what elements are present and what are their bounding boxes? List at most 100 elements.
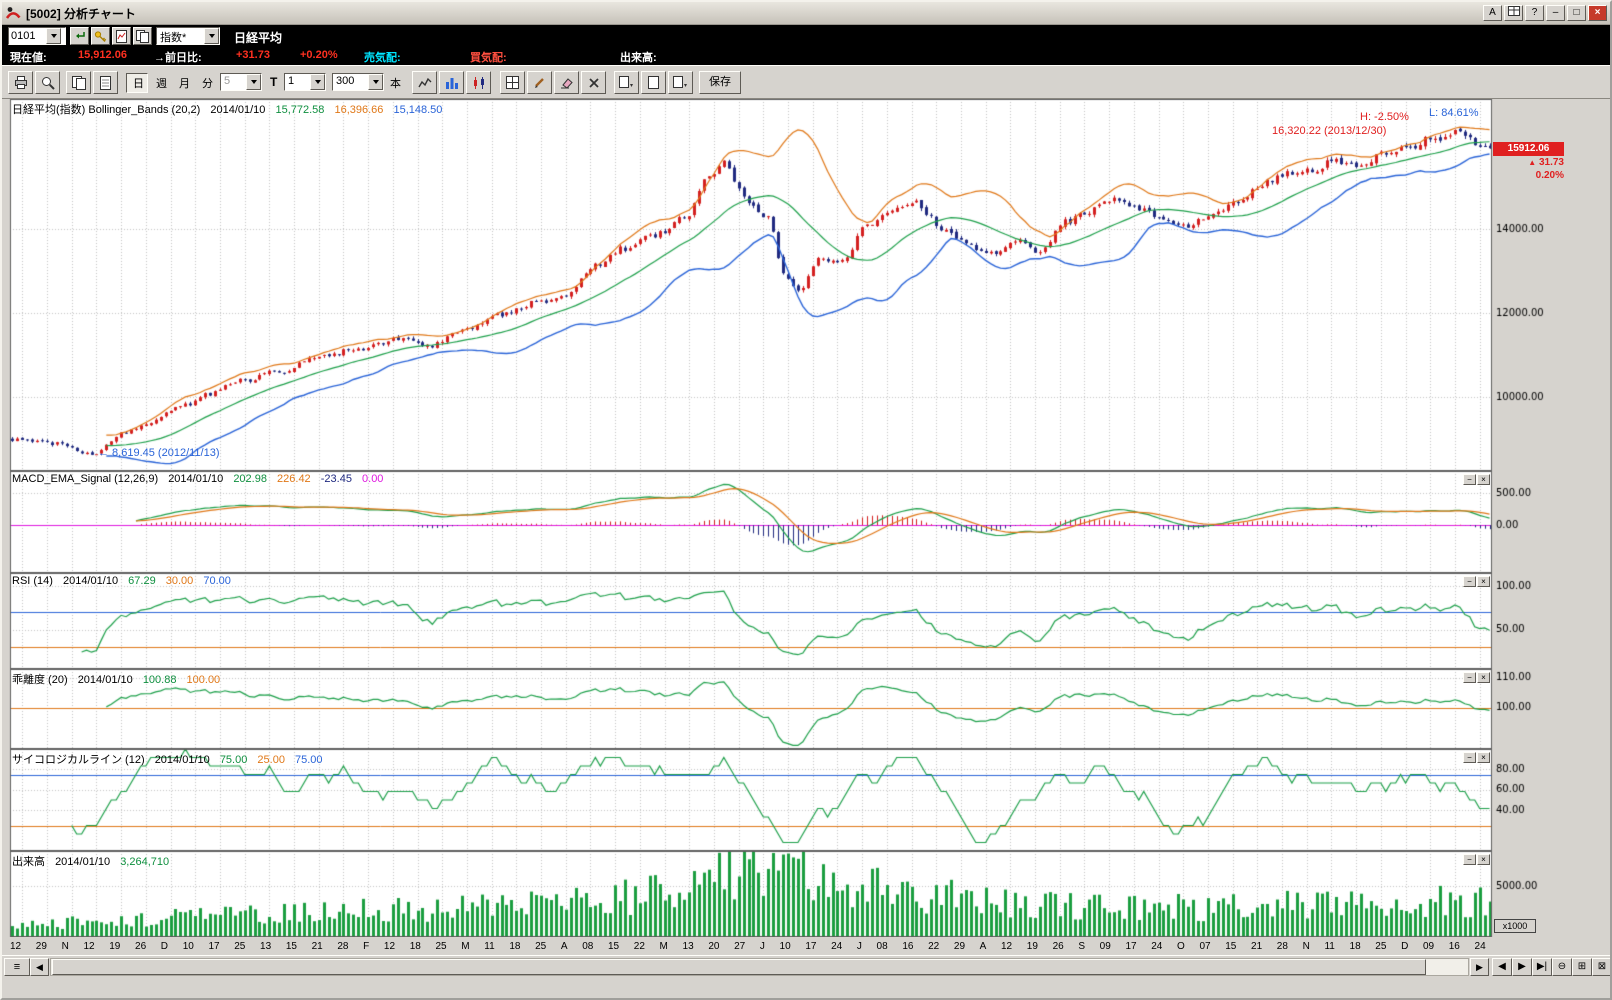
delete-drawing-button[interactable] [581,71,606,94]
bar-chart-button[interactable] [439,71,464,94]
index-type-select[interactable]: 指数* [156,27,220,45]
xaxis-label: F [363,940,370,952]
xaxis-label: M [461,940,470,952]
scrollbar-thumb[interactable] [52,958,1427,975]
zoom-out-button[interactable]: ⊖ [1552,957,1572,976]
key-button[interactable] [91,27,110,45]
psychological-title: サイコロジカルライン (12) [12,754,145,766]
index-type-value: 指数* [160,32,187,44]
up-arrow-icon: ▲ [1528,158,1537,167]
minute-value: 5 [224,75,231,87]
template-save-as-button[interactable] [668,71,693,94]
scrollbar-track[interactable] [50,957,1469,976]
chevron-down-icon[interactable] [204,28,219,44]
bar-count-select[interactable]: 300 [332,73,384,91]
xaxis-label: 12 [10,940,22,952]
copy-page-button[interactable] [133,27,152,45]
scroll-left-button[interactable]: ◀ [30,957,49,976]
splitter-grip[interactable]: ≡ [4,957,30,976]
chart-page-button[interactable] [112,27,131,45]
template-load-button[interactable] [614,71,639,94]
main-chart-title: 日経平均(指数) Bollinger_Bands (20,2) [12,104,201,116]
copy-chart-button[interactable] [66,71,91,94]
enter-button[interactable] [70,27,89,45]
xaxis-label: 22 [928,940,940,952]
save-button[interactable]: 保存 [699,71,741,94]
period-day-button[interactable]: 日 [126,73,148,93]
xaxis-label: 08 [876,940,888,952]
panel-close-button[interactable]: × [1477,854,1490,865]
page-left-button[interactable]: ◀ [1492,957,1512,976]
jump-to-end-button[interactable]: ▶| [1532,957,1552,976]
candlestick-button[interactable] [466,71,491,94]
panel-minimize-button[interactable]: − [1463,672,1476,683]
eraser-button[interactable] [554,71,579,94]
close-button[interactable]: × [1588,5,1607,21]
draw-pencil-button[interactable] [527,71,552,94]
xaxis-label: 10 [779,940,791,952]
panel-minimize-button[interactable]: − [1463,576,1476,587]
macd-title: MACD_EMA_Signal (12,26,9) [12,473,159,485]
chevron-down-icon[interactable] [46,28,61,44]
panel-close-button[interactable]: × [1477,576,1490,587]
rsi-high-threshold: 70.00 [203,575,231,587]
minute-select[interactable]: 5 [220,73,262,91]
font-size-button[interactable]: A [1483,5,1502,21]
panel-close-button[interactable]: × [1477,672,1490,683]
period-week-button[interactable]: 週 [149,73,171,93]
symbol-code-input[interactable] [9,28,46,44]
xaxis-label: 28 [337,940,349,952]
volume-unit-label: x1000 [1494,919,1536,933]
zoom-button[interactable] [35,71,60,94]
xaxis-label: 25 [535,940,547,952]
symbol-code-combobox[interactable] [8,27,66,45]
chevron-down-icon[interactable] [368,74,383,90]
layout-button[interactable] [1504,5,1523,21]
minimize-button[interactable]: – [1546,5,1565,21]
period-month-button[interactable]: 月 [172,73,194,93]
period-minute-button[interactable]: 分 [195,73,217,93]
psychological-panel-header: サイコロジカルライン (12) 2014/01/10 75.00 25.00 7… [12,751,330,767]
xaxis-label: A [560,940,568,952]
xaxis-label: 16 [902,940,914,952]
panel-minimize-button[interactable]: − [1463,474,1476,485]
xaxis-label: 07 [1199,940,1211,952]
panel-minimize-button[interactable]: − [1463,854,1476,865]
rsi-date: 2014/01/10 [63,575,119,587]
trough-price-annotation: ← 8,619.45 (2012/11/13) [98,447,220,459]
xaxis-label: 18 [509,940,521,952]
new-page-button[interactable] [93,71,118,94]
panel-close-button[interactable]: × [1477,752,1490,763]
xaxis-label: 17 [805,940,817,952]
volume-date: 2014/01/10 [55,856,111,868]
panel-minimize-button[interactable]: − [1463,752,1476,763]
maximize-button[interactable]: □ [1567,5,1586,21]
interval-select[interactable]: 1 [284,73,326,91]
macd-osc-value: -23.45 [320,473,352,485]
volume-panel-header: 出来高 2014/01/10 3,264,710 [12,853,176,869]
grid-button[interactable] [500,71,525,94]
macd-signal-value: 226.42 [277,473,311,485]
volume-value: 3,264,710 [120,856,170,868]
zoom-grid-button[interactable]: ⊞ [1572,957,1592,976]
line-chart-button[interactable] [412,71,437,94]
xaxis-label: 10 [182,940,194,952]
template-page-button[interactable] [641,71,666,94]
xaxis-label: 21 [1251,940,1263,952]
chart-canvas[interactable] [2,99,1572,937]
xaxis-label: 15 [607,940,620,952]
help-button[interactable]: ? [1525,5,1544,21]
kairi-panel-header: 乖離度 (20) 2014/01/10 100.88 100.00 [12,671,227,687]
xaxis-label: 09 [1422,940,1435,952]
page-right-button[interactable]: ▶ [1512,957,1532,976]
chevron-down-icon[interactable] [310,74,325,90]
panel-close-button[interactable]: × [1477,474,1490,485]
chevron-down-icon[interactable] [246,74,261,90]
close-chart-button[interactable]: ⊠ [1592,957,1610,976]
xaxis-label: 29 [953,940,966,952]
scroll-right-button[interactable]: ▶ [1470,957,1489,976]
bollinger-upper-value: 16,396.66 [334,104,384,116]
kairi-value: 100.88 [142,674,177,686]
print-button[interactable] [8,71,33,94]
